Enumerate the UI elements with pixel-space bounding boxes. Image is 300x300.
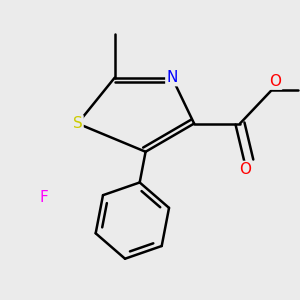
Text: N: N <box>167 70 178 85</box>
Text: S: S <box>73 116 82 131</box>
Text: O: O <box>269 74 281 89</box>
Text: F: F <box>40 190 49 205</box>
Text: O: O <box>239 162 251 177</box>
